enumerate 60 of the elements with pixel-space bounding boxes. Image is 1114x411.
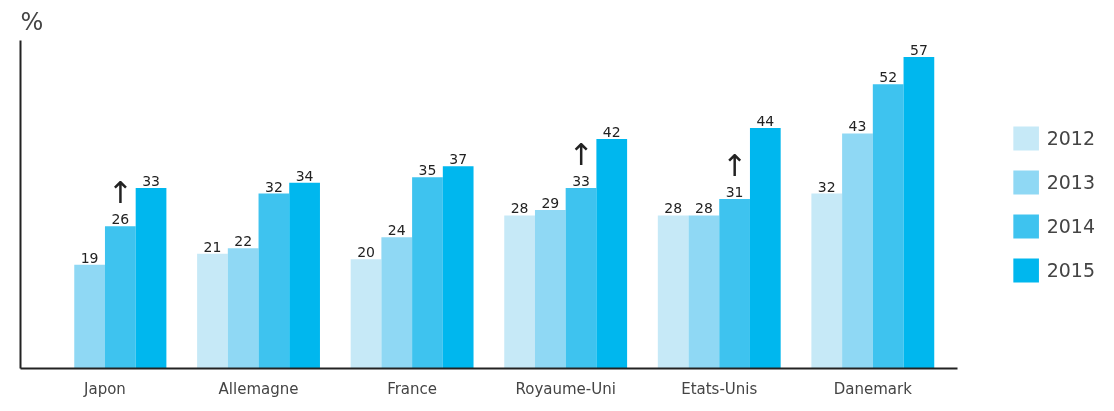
x-tick-label: Etats-Unis (681, 379, 758, 398)
legend-label: 2012 (1046, 127, 1095, 149)
data-label: 21 (203, 238, 222, 255)
bar (811, 193, 843, 369)
data-label: 32 (817, 178, 836, 195)
annotation: ↑ (568, 137, 594, 173)
data-label: 52 (879, 69, 898, 86)
x-tick-label: Danemark (833, 379, 913, 398)
data-label: 32 (264, 178, 283, 195)
bar (749, 127, 781, 369)
bar (534, 209, 566, 369)
legend-label: 2014 (1046, 215, 1095, 237)
legend-label: 2015 (1046, 259, 1095, 281)
bar (903, 56, 935, 369)
bar (289, 182, 320, 369)
legend-label: 2013 (1046, 171, 1095, 193)
bar (258, 193, 290, 369)
data-label: 22 (234, 233, 253, 250)
bar (197, 253, 228, 369)
bar (565, 188, 597, 369)
bar (104, 226, 136, 369)
bar (842, 133, 873, 369)
data-label: 37 (449, 151, 468, 168)
data-label: 57 (909, 41, 928, 58)
bar (227, 248, 259, 369)
data-label: 33 (572, 173, 590, 190)
data-label: 31 (725, 184, 744, 201)
annotation: ↑ (107, 175, 133, 211)
y-axis-title: % (20, 7, 44, 36)
data-label: 24 (387, 222, 406, 239)
x-tick-label: Japon (83, 379, 126, 398)
bar (872, 84, 904, 369)
bar (350, 259, 382, 369)
x-tick-label: France (387, 379, 438, 398)
data-label: 26 (111, 211, 130, 228)
data-label: 29 (541, 194, 560, 211)
data-label: 35 (418, 162, 437, 179)
data-label: 28 (694, 200, 713, 217)
bar (688, 215, 720, 369)
annotation: ↑ (722, 148, 748, 184)
data-label: 44 (756, 112, 775, 129)
bar (74, 264, 105, 369)
data-label: 43 (848, 118, 867, 135)
data-label: 28 (510, 200, 529, 217)
bar (135, 188, 167, 369)
data-label: 28 (664, 200, 683, 217)
data-label: 33 (142, 173, 160, 190)
bar (504, 215, 535, 369)
data-label: 19 (80, 249, 99, 266)
bar (657, 215, 689, 369)
bar (381, 237, 413, 369)
bar (719, 199, 750, 369)
data-label: 42 (602, 123, 621, 140)
bar (442, 166, 474, 369)
x-tick-label: Royaume-Uni (515, 379, 616, 398)
bar (412, 177, 443, 369)
data-label: 20 (357, 244, 375, 261)
bar (596, 138, 628, 369)
x-tick-label: Allemagne (218, 379, 299, 398)
data-label: 34 (295, 167, 314, 184)
